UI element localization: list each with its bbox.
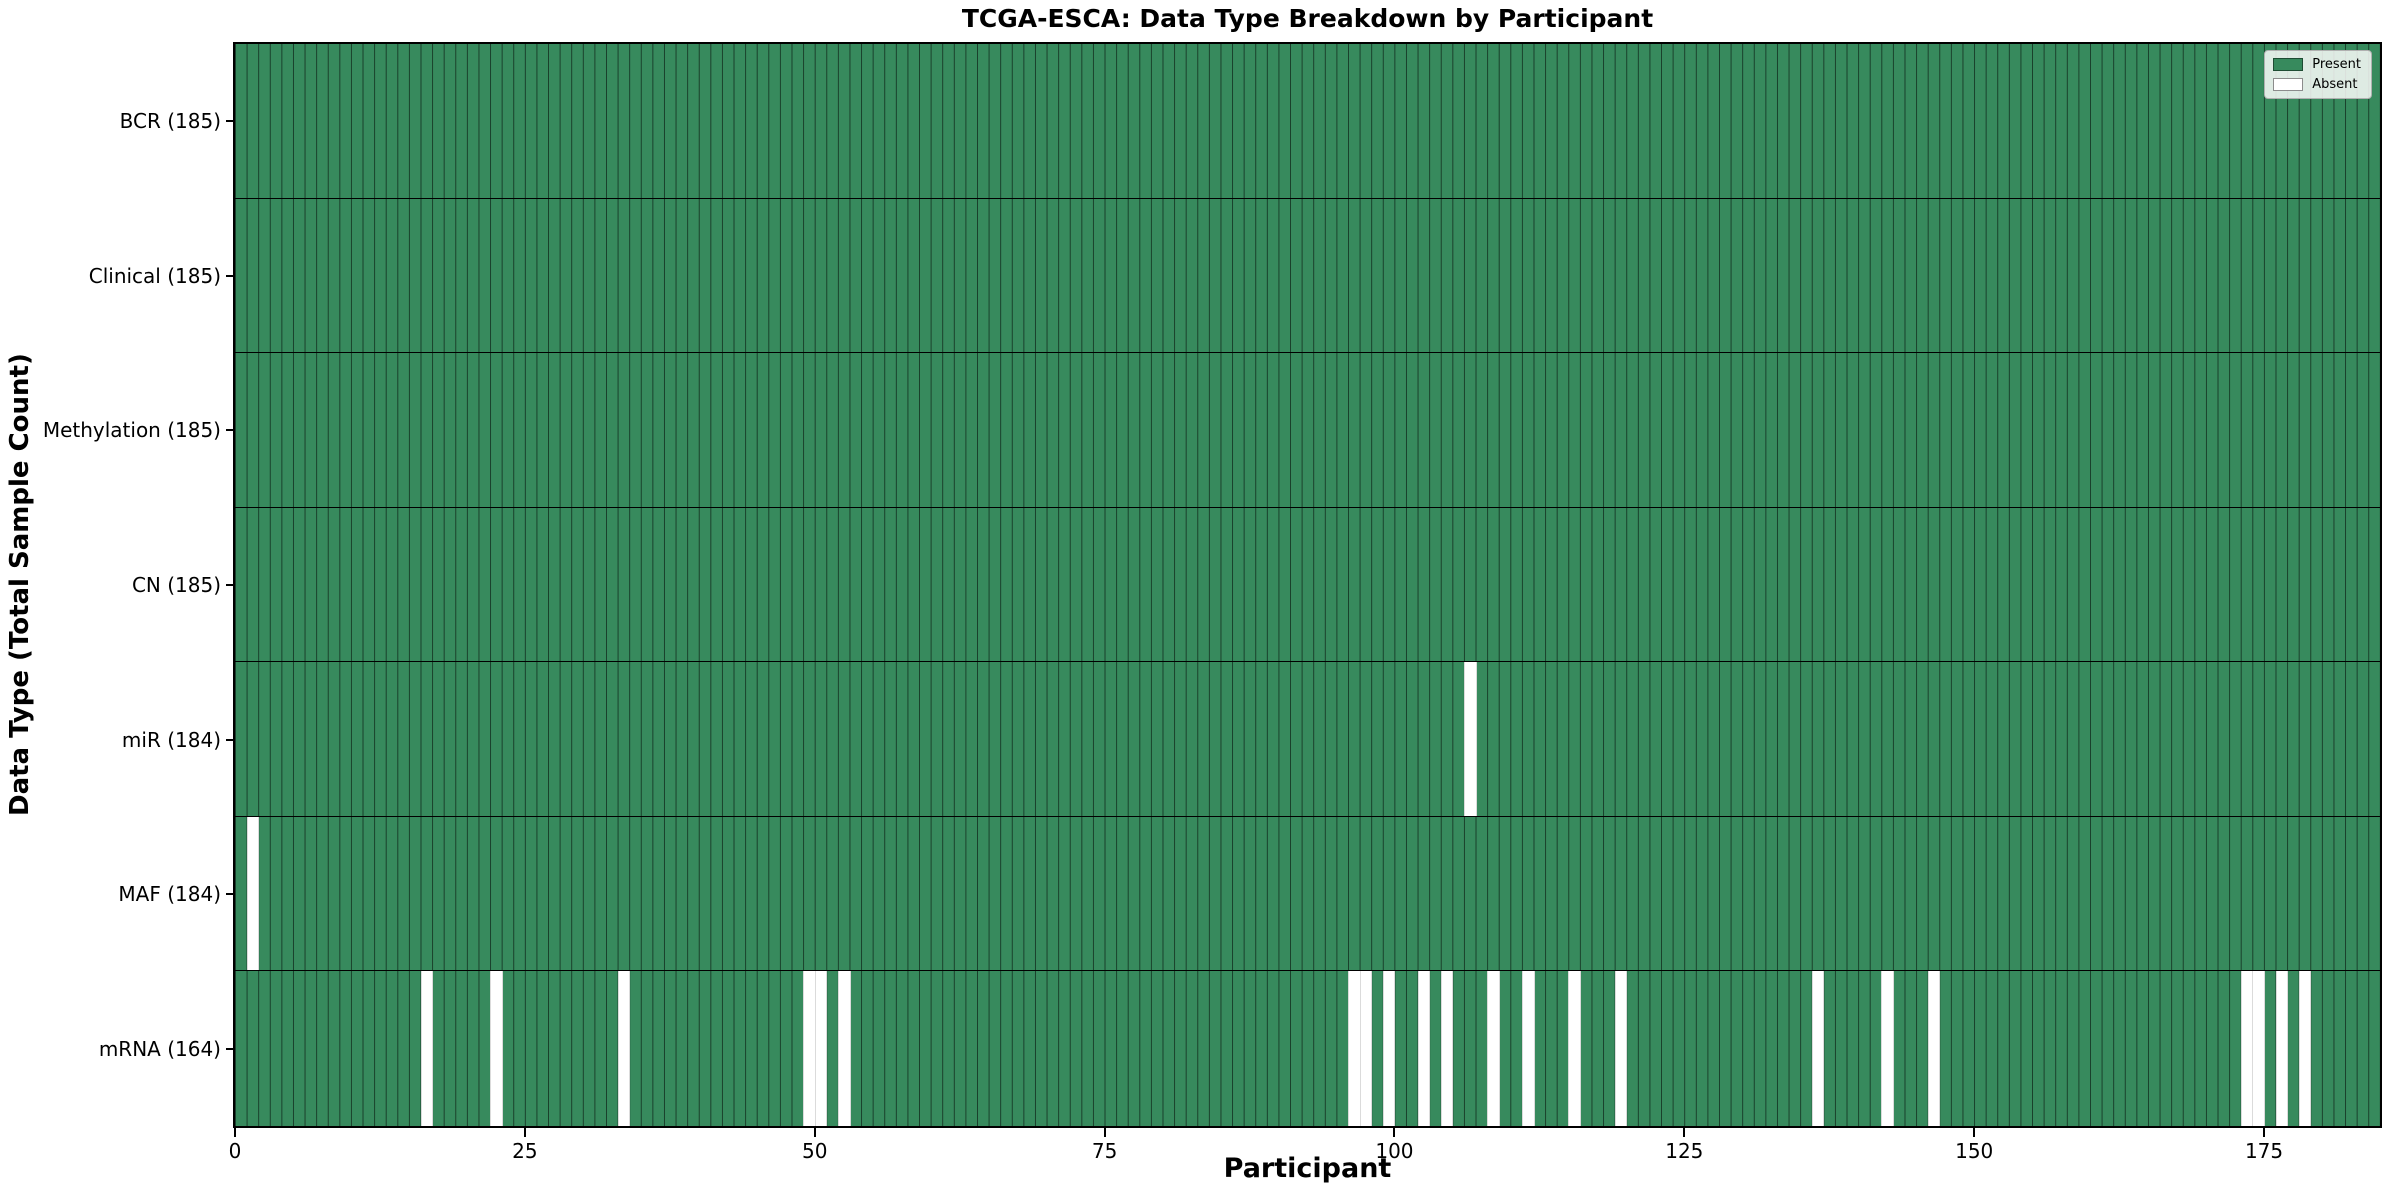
x-tick-label: 150 (1955, 1139, 1994, 1163)
plot-area: Present Absent (233, 42, 2382, 1128)
y-tick-mark (226, 584, 235, 586)
y-tick-label: Clinical (185) (88, 263, 221, 288)
x-tick-label: 100 (1375, 1139, 1414, 1163)
absent-bar (246, 816, 260, 971)
legend-item-present: Present (2273, 58, 2361, 71)
absent-bar (837, 971, 851, 1126)
x-tick-mark (1973, 1128, 1976, 1137)
legend-label: Absent (2312, 77, 2358, 92)
x-tick-mark (1683, 1128, 1686, 1137)
absent-bar (420, 971, 434, 1126)
absent-bar (1522, 971, 1535, 1126)
absent-bar (1811, 971, 1825, 1126)
heatmap-row-mir (235, 662, 2380, 817)
absent-bar (1614, 971, 1628, 1126)
absent-bar (2240, 971, 2254, 1126)
absent-bar (1417, 971, 1431, 1126)
x-tick-label: 125 (1665, 1139, 1704, 1163)
y-tick-label: Methylation (185) (42, 418, 221, 443)
y-tick-mark (226, 274, 235, 277)
absent-bar (803, 971, 816, 1126)
x-tick-label: 50 (801, 1139, 828, 1163)
y-tick-label: mRNA (164) (98, 1036, 221, 1061)
absent-bar (1881, 971, 1895, 1126)
y-tick-mark (226, 893, 235, 896)
legend: Present Absent (2264, 50, 2372, 99)
absent-bar (617, 971, 631, 1126)
x-tick-mark (1103, 1128, 1106, 1137)
absent-bar (1440, 971, 1454, 1126)
absent-swatch-icon (2273, 78, 2304, 91)
x-tick-mark (234, 1128, 236, 1137)
x-tick-mark (523, 1128, 526, 1137)
x-tick-mark (813, 1128, 816, 1137)
y-tick-label: miR (184) (121, 727, 221, 752)
heatmap-row-methylation (235, 353, 2380, 508)
absent-bar (2298, 971, 2312, 1126)
y-tick-mark (226, 429, 235, 432)
absent-bar (1348, 971, 1361, 1126)
absent-bar (2252, 971, 2266, 1126)
heatmap-row-clinical (235, 198, 2380, 354)
heatmap-row-mrna (235, 971, 2380, 1126)
y-tick-mark (226, 1047, 235, 1050)
x-axis-title: Participant (1223, 1153, 1392, 1184)
x-tick-label: 25 (512, 1139, 538, 1163)
absent-bar (2275, 971, 2289, 1126)
x-tick-label: 0 (228, 1139, 242, 1163)
y-tick-mark (226, 120, 235, 123)
y-tick-label: MAF (184) (118, 882, 221, 907)
heatmap-row-bcr (235, 44, 2380, 199)
x-tick-mark (1393, 1128, 1396, 1137)
absent-bar (1359, 971, 1373, 1126)
absent-bar (1382, 971, 1396, 1126)
absent-bar (1927, 971, 1941, 1126)
absent-bar (1464, 662, 1477, 816)
y-tick-label: BCR (185) (119, 109, 221, 134)
legend-item-absent: Absent (2273, 78, 2361, 91)
x-tick-label: 75 (1091, 1139, 1118, 1163)
y-tick-label: CN (185) (131, 573, 221, 597)
absent-bar (814, 971, 828, 1126)
x-tick-label: 175 (2244, 1139, 2284, 1163)
heatmap-row-cn (235, 507, 2380, 663)
chart-title: TCGA-ESCA: Data Type Breakdown by Partic… (961, 4, 1654, 33)
absent-bar (1487, 971, 1500, 1126)
absent-bar (1568, 971, 1581, 1126)
present-swatch-icon (2273, 58, 2304, 71)
heatmap-row-maf (235, 816, 2380, 972)
y-tick-mark (226, 738, 235, 741)
legend-label: Present (2312, 57, 2361, 72)
x-tick-mark (2263, 1128, 2266, 1137)
absent-bar (490, 971, 503, 1126)
